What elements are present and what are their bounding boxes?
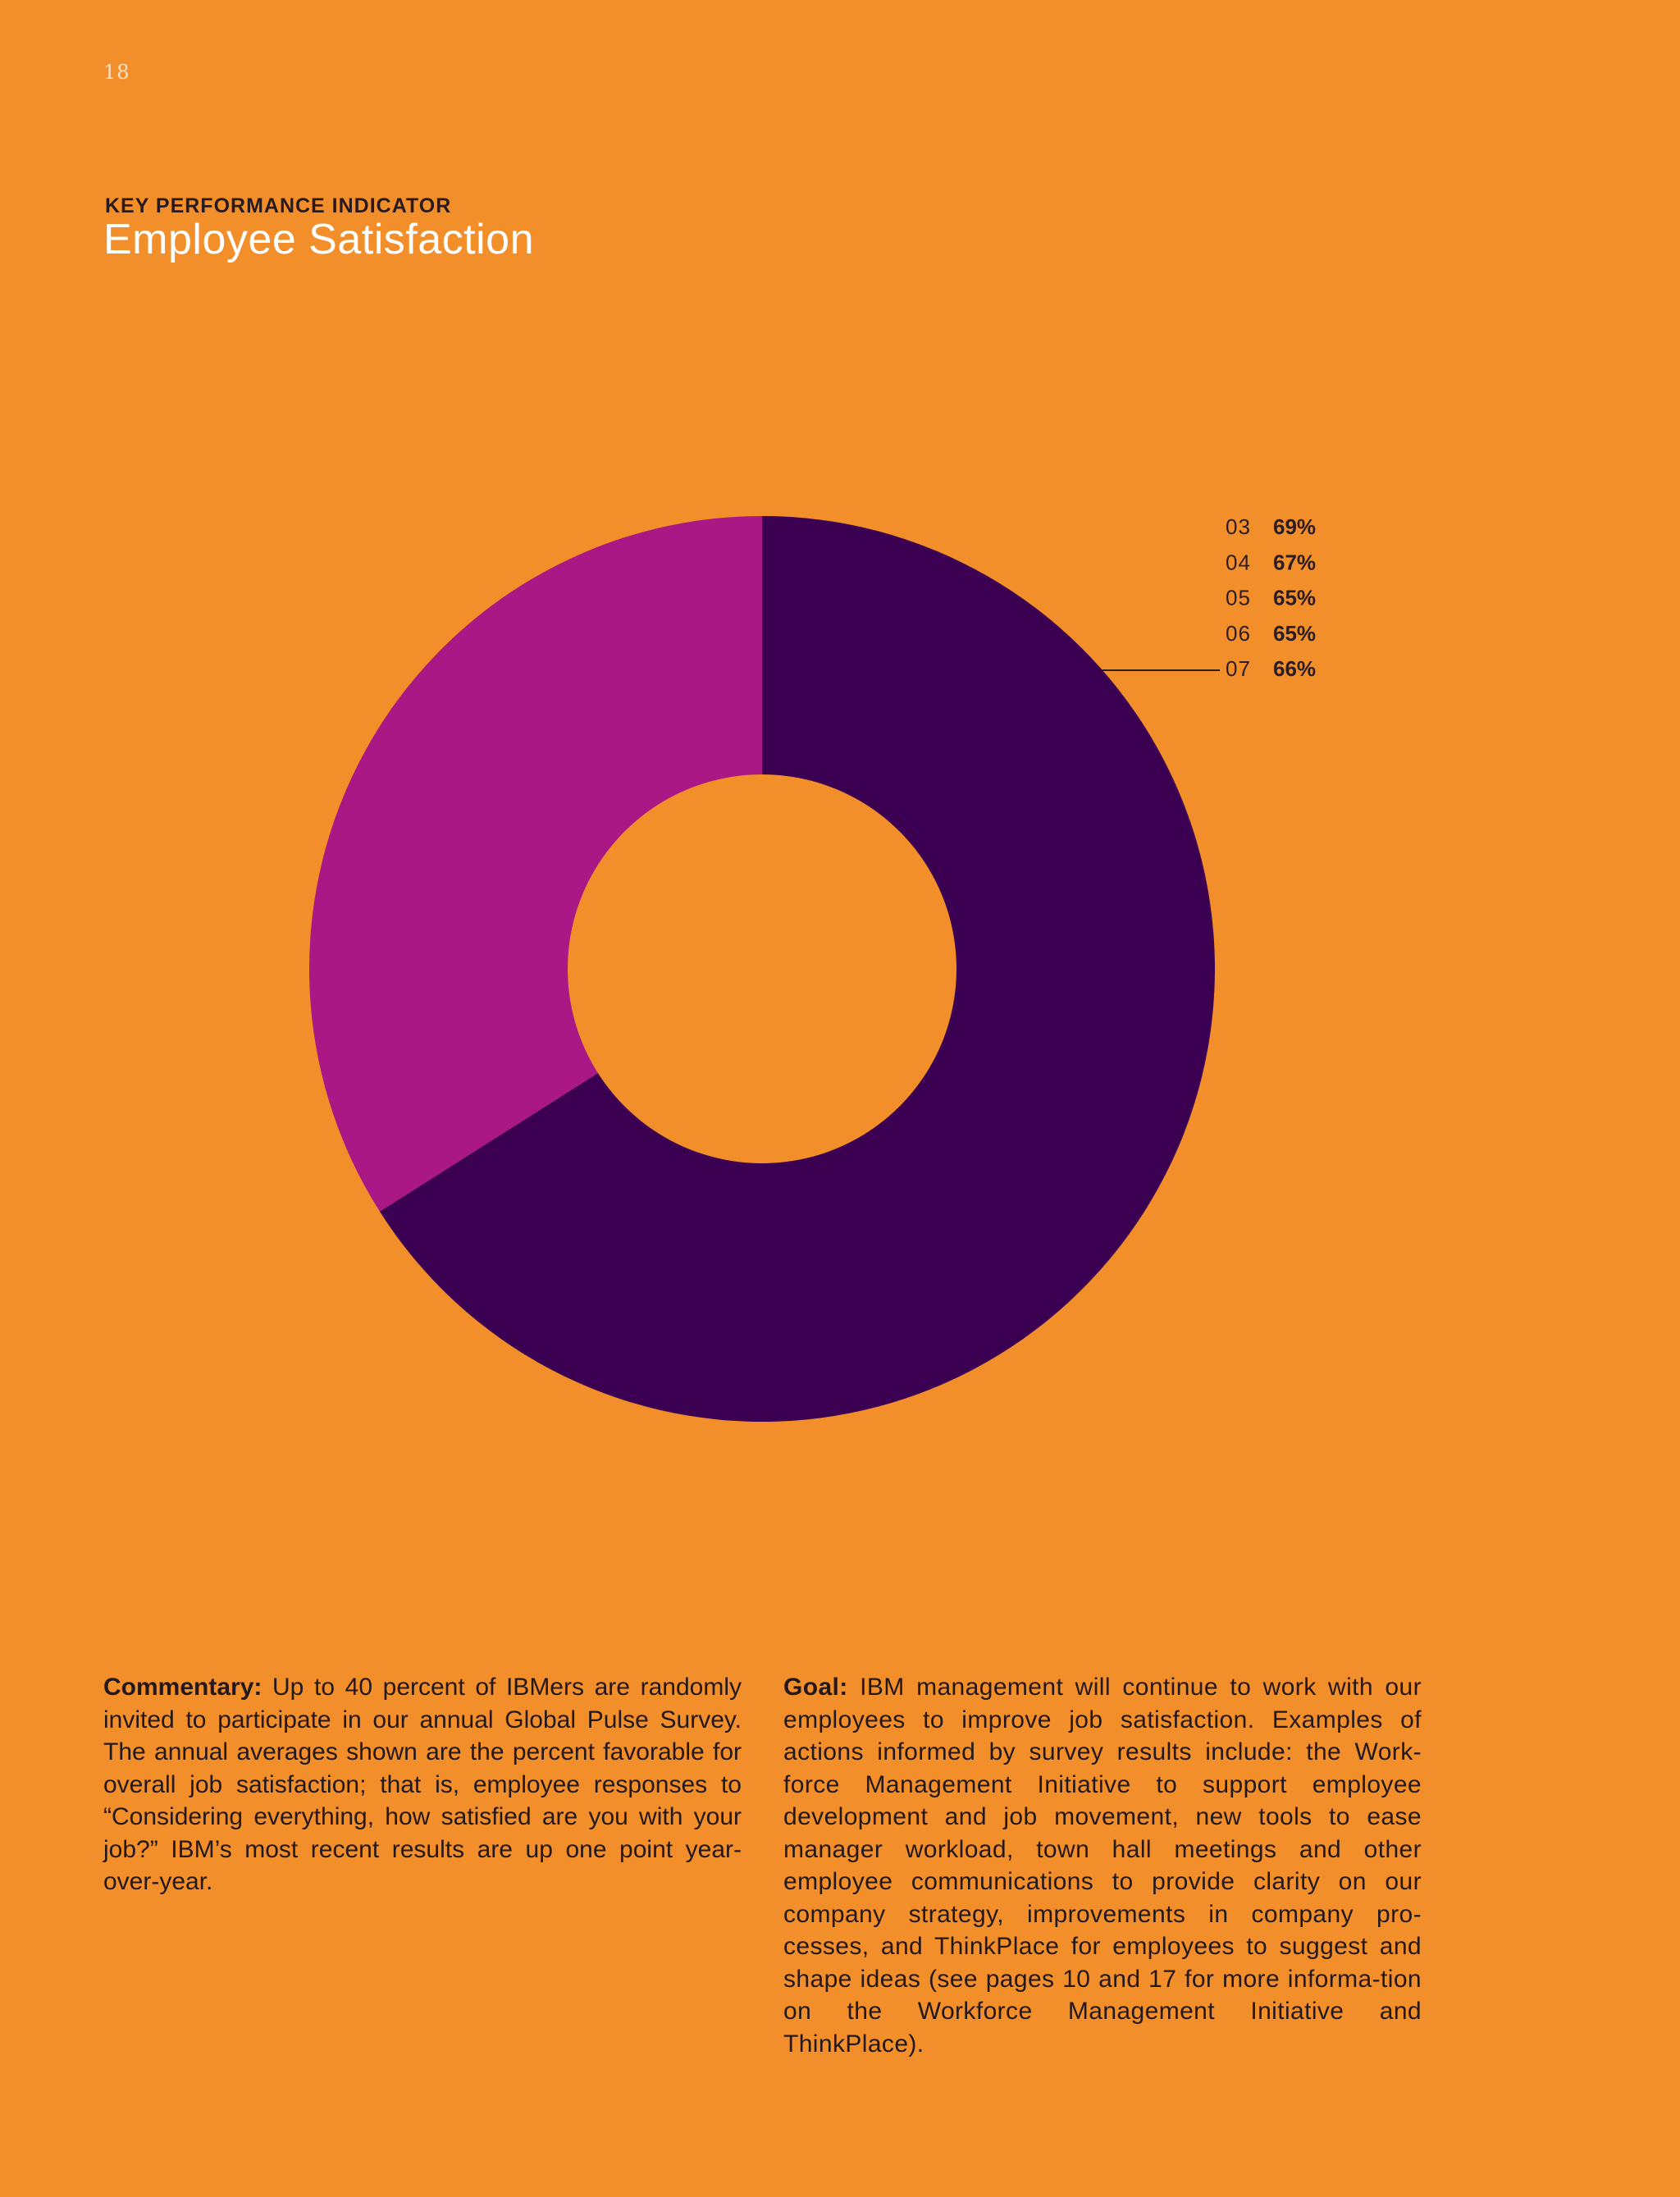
donut-slices [309,516,1215,1422]
goal-label: Goal: [783,1674,848,1701]
commentary-label: Commentary: [103,1674,262,1701]
donut-slice-0 [379,516,1215,1422]
legend-year-06: 06 [1226,621,1251,646]
legend-value-05: 65% [1273,586,1316,610]
chart-legend: 03 69% 04 67% 05 65% 06 65% 07 66% [1226,514,1316,681]
legend-value-06: 65% [1273,621,1316,646]
legend-year-05: 05 [1226,586,1251,610]
legend-value-07: 66% [1273,656,1316,681]
legend-year-04: 04 [1226,550,1251,574]
goal-text: IBM management will continue to work wit… [783,1674,1422,2058]
donut-slice-1 [309,516,762,1212]
commentary-text: Up to 40 percent of IBMers are randomly … [103,1674,742,1895]
legend-value-03: 69% [1273,514,1316,539]
legend-year-03: 03 [1226,514,1251,539]
legend-value-04: 67% [1273,550,1316,574]
donut-chart: 03 69% 04 67% 05 65% 06 65% 07 66% [309,514,1316,1422]
kpi-kicker: KEY PERFORMANCE INDICATOR [105,194,452,217]
goal-paragraph: Goal: IBM management will continue to wo… [783,1671,1422,2060]
page-number: 18 [103,61,130,84]
page-title: Employee Satisfaction [103,216,534,263]
legend-year-07: 07 [1226,656,1251,681]
commentary-paragraph: Commentary: Up to 40 percent of IBMers a… [103,1671,742,1898]
